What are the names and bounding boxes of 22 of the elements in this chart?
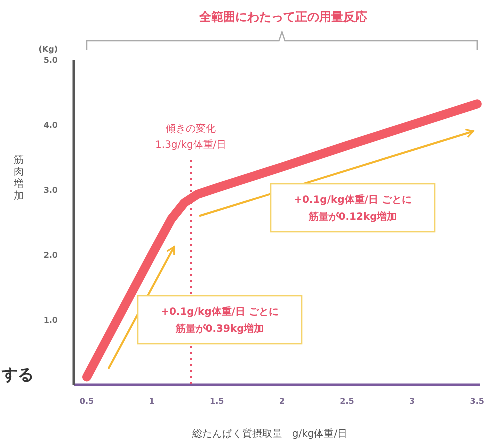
x-tick-label: 1.5 (210, 397, 225, 406)
ref-line-label: 傾きの変化 1.3g/kg体重/日 (156, 123, 227, 151)
y-tick-label: 2.0 (44, 251, 58, 260)
y-tick-label: 5.0 (44, 56, 58, 65)
y-tick-label: 3.0 (44, 186, 58, 195)
x-tick-label: 3 (410, 397, 416, 406)
annotation: 筋量が0.12kg増加 (308, 211, 398, 223)
annotation: 筋量が0.39kg増加 (174, 323, 264, 335)
chart-title: 全範囲にわたって正の用量反応 (198, 10, 368, 24)
x-tick-label: 1 (149, 397, 156, 406)
y-tick-label: 4.0 (44, 121, 58, 130)
x-tick-label: 0.5 (80, 397, 95, 406)
x-tick-label: 2.5 (340, 397, 355, 406)
x-axis-title: 総たんぱく質摂取量 g/kg体重/日 (191, 428, 348, 440)
annotation: +0.1g/kg体重/日 ごとに (161, 306, 279, 318)
y-tick-label: 1.0 (44, 316, 58, 325)
x-tick-label: 3.5 (470, 397, 485, 406)
annotation: +0.1g/kg体重/日 ごとに (294, 194, 412, 206)
text: (Kg) (38, 45, 58, 54)
x-tick-label: 2 (279, 397, 285, 406)
text: する (1, 365, 34, 384)
y-axis-title: 筋肉増加 (13, 154, 24, 202)
